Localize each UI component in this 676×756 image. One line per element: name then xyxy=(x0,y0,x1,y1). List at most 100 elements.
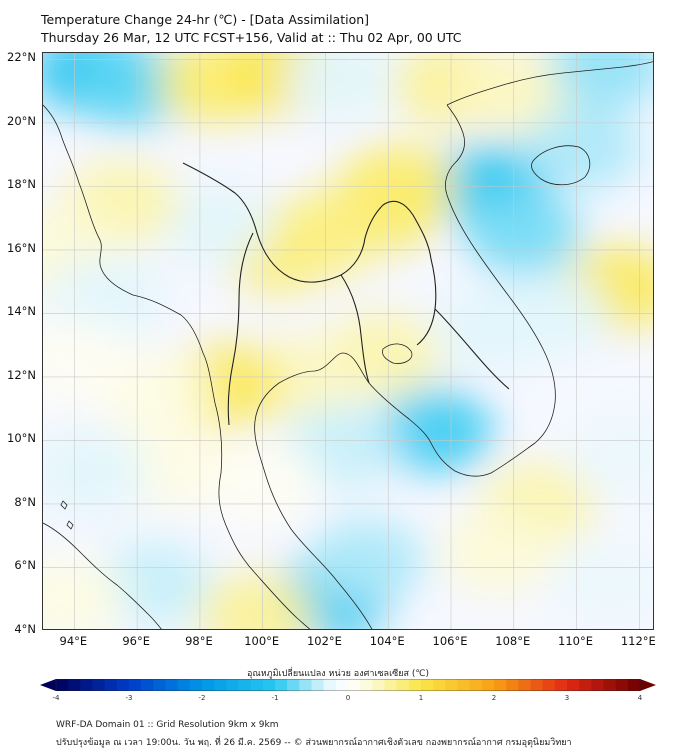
colorbar-cell xyxy=(189,679,203,691)
vietnam-coastline xyxy=(445,104,556,474)
colorbar-cell xyxy=(56,679,69,691)
map-panel[interactable] xyxy=(42,52,654,630)
colorbar-cell xyxy=(518,679,531,691)
lat-tick-label: 6°N xyxy=(14,558,36,573)
lon-tick-label: 96°E xyxy=(122,634,150,648)
colorbar-cell xyxy=(80,679,93,691)
colorbar-cell xyxy=(494,679,507,691)
colorbar-cell xyxy=(384,679,398,691)
lat-tick-label: 18°N xyxy=(7,177,36,192)
colorbar-tick-label: -3 xyxy=(125,694,133,702)
lat-tick-label: 12°N xyxy=(7,367,36,382)
field-cell-27 xyxy=(377,388,494,473)
chart-subtitle: Thursday 26 Mar, 12 UTC FCST+156, Valid … xyxy=(41,30,462,45)
colorbar-cell xyxy=(445,679,458,691)
andaman-islands xyxy=(60,500,74,530)
colorbar-cell xyxy=(299,679,312,691)
field-cell-18 xyxy=(47,255,164,340)
colorbar-tick-label: 2 xyxy=(491,694,497,702)
lon-tick-label: 112°E xyxy=(620,634,656,648)
colorbar-cell xyxy=(591,679,604,691)
colorbar-tick-label: -2 xyxy=(198,694,206,702)
graticule xyxy=(43,53,653,629)
colorbar-cell xyxy=(615,679,629,691)
colorbar-cell xyxy=(348,679,361,691)
colorbar-cell xyxy=(530,679,544,691)
colorbar-tick-label: 3 xyxy=(564,694,570,702)
colorbar-cell xyxy=(506,679,519,691)
lon-tick-label: 110°E xyxy=(558,634,594,648)
national-border xyxy=(182,162,437,346)
national-border xyxy=(227,232,254,426)
temperature-change-map xyxy=(43,53,653,629)
colorbar-cell xyxy=(116,679,130,691)
colorbar-cell xyxy=(627,679,641,691)
lon-tick-label: 94°E xyxy=(59,634,88,648)
lon-tick-label: 108°E xyxy=(495,634,531,648)
national-border xyxy=(340,274,370,384)
colorbar-cell xyxy=(262,679,276,691)
colorbar-cell xyxy=(104,679,118,691)
lat-tick-label: 8°N xyxy=(14,494,36,509)
national-border xyxy=(434,308,510,390)
field-cell-4 xyxy=(283,53,400,121)
colorbar-cell xyxy=(542,679,556,691)
field-cell-30 xyxy=(43,430,149,515)
colorbar-cell xyxy=(177,679,191,691)
coastlines-borders xyxy=(43,61,653,629)
colorbar-cell xyxy=(469,679,483,691)
colorbar-cell xyxy=(141,679,154,691)
colorbar-cell xyxy=(287,679,300,691)
colorbar-cell xyxy=(323,679,337,691)
colorbar-cell xyxy=(408,679,422,691)
field-cell-40 xyxy=(549,541,653,626)
field-cell-21 xyxy=(430,287,547,372)
colorbar-cell xyxy=(372,679,385,691)
colorbar-cell xyxy=(360,679,373,691)
colorbar-max-arrow xyxy=(640,679,656,691)
colorbar-cell xyxy=(92,679,106,691)
field-cell-29 xyxy=(116,423,233,508)
lat-tick-label: 20°N xyxy=(7,113,36,128)
lat-tick-label: 10°N xyxy=(7,431,36,446)
gulf-coastline xyxy=(254,352,492,629)
lon-tick-label: 98°E xyxy=(185,634,213,648)
field-cell-9 xyxy=(465,192,582,277)
hainan-coastline xyxy=(531,145,591,186)
colorbar-cell xyxy=(457,679,471,691)
lat-tick-label: 22°N xyxy=(7,50,36,65)
footer-credit: ปรับปรุงข้อมูล ณ เวลา 19:00น. วัน พฤ. ที… xyxy=(56,738,572,748)
colorbar-cell xyxy=(579,679,592,691)
field-cell-26 xyxy=(43,319,133,404)
field-cell-36 xyxy=(308,519,425,604)
colorbar-tick-label: 1 xyxy=(418,694,424,702)
colorbar-cell xyxy=(250,679,264,691)
colorbar-cell xyxy=(603,679,617,691)
colorbar-cell xyxy=(238,679,252,691)
lon-tick-label: 102°E xyxy=(306,634,342,648)
colorbar-min-arrow xyxy=(40,679,56,691)
colorbar-tick-label: -1 xyxy=(271,694,279,702)
colorbar-cell xyxy=(554,679,568,691)
chart-title: Temperature Change 24-hr (℃) - [Data Ass… xyxy=(41,12,370,27)
colorbar-cell xyxy=(335,679,349,691)
colorbar-cell xyxy=(275,679,288,691)
colorbar-title: อุณหภูมิเปลี่ยนแปลง หน่วย องศาเซลเซียส (… xyxy=(246,669,430,679)
colorbar-tick-label: -4 xyxy=(52,694,60,702)
colorbar-cell xyxy=(153,679,166,691)
field-cell-33 xyxy=(565,414,653,499)
colorbar-cell xyxy=(129,679,142,691)
lon-tick-label: 104°E xyxy=(369,634,405,648)
footer-domain-info: WRF-DA Domain 01 :: Grid Resolution 9km … xyxy=(56,720,279,730)
lat-tick-label: 16°N xyxy=(7,240,36,255)
colorbar-cell xyxy=(165,679,179,691)
colorbar-cell xyxy=(68,679,81,691)
colorbar-cell xyxy=(311,679,325,691)
lon-tick-label: 100°E xyxy=(244,634,280,648)
lat-tick-label: 14°N xyxy=(7,304,36,319)
colorbar-cell xyxy=(202,679,215,691)
colorbar-cell xyxy=(567,679,580,691)
field-cell-37 xyxy=(198,573,315,629)
colorbar-cell xyxy=(433,679,446,691)
colorbar-tick-label: 4 xyxy=(637,694,643,702)
